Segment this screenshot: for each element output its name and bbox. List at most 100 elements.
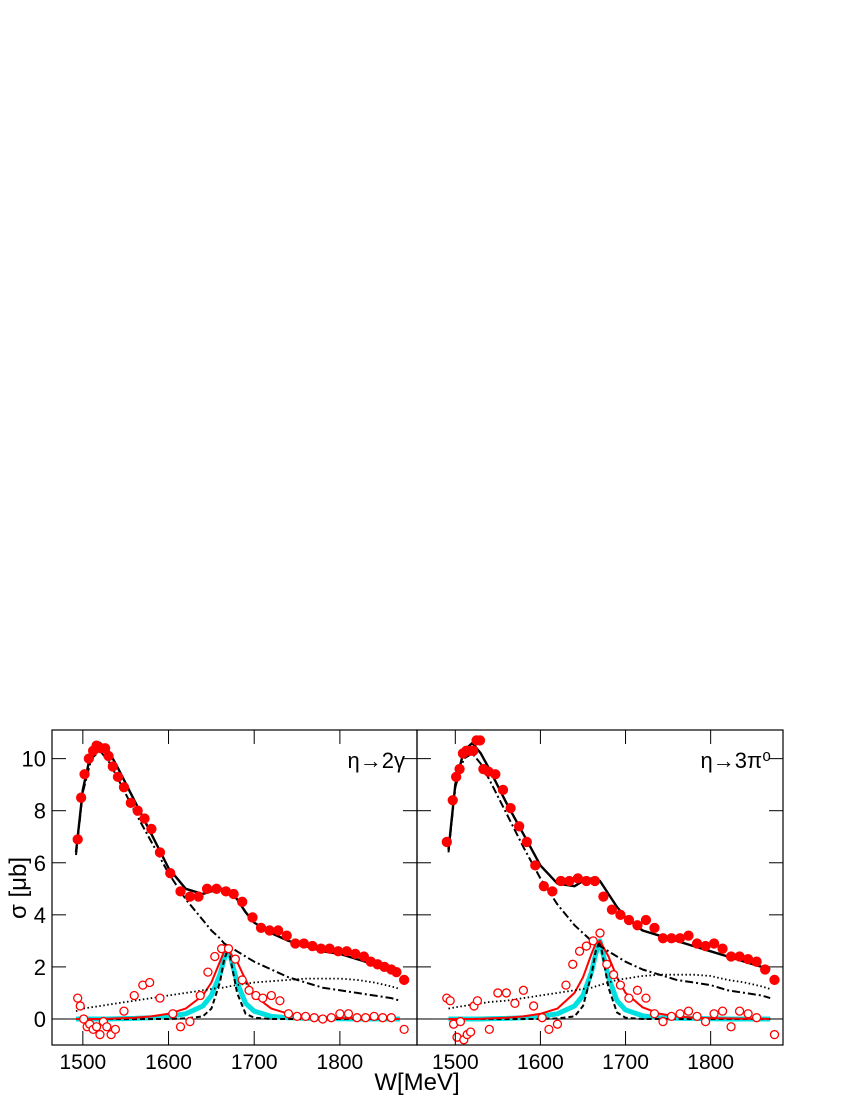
filled-point <box>118 782 130 793</box>
curve <box>448 973 771 1010</box>
open-point <box>632 985 643 995</box>
filled-point <box>454 763 465 775</box>
open-point <box>588 936 598 946</box>
filled-point <box>700 940 711 952</box>
open-point <box>75 1001 85 1011</box>
open-point <box>675 1009 685 1019</box>
y-tick-label: 4 <box>34 903 46 928</box>
open-point <box>155 993 165 1003</box>
open-point <box>528 1001 539 1011</box>
filled-point <box>72 834 83 845</box>
filled-point <box>139 813 150 824</box>
open-point <box>608 970 619 980</box>
filled-point <box>264 925 275 936</box>
x-tick-label: 1800 <box>687 1051 734 1074</box>
filled-point <box>657 933 669 944</box>
filled-point <box>184 891 196 902</box>
open-point <box>292 1011 302 1022</box>
filled-point <box>759 964 771 975</box>
open-point <box>709 1009 719 1019</box>
open-point <box>244 985 254 995</box>
filled-point <box>674 933 686 944</box>
frame <box>51 729 418 1046</box>
filled-point <box>398 974 410 986</box>
open-point <box>544 1024 554 1035</box>
open-point <box>145 977 155 988</box>
filled-point <box>521 836 532 848</box>
open-point <box>561 980 571 990</box>
filled-point <box>125 797 136 809</box>
filled-point <box>307 940 318 952</box>
open-point <box>230 954 241 964</box>
filled-point <box>581 875 592 887</box>
filled-point <box>623 914 635 926</box>
filled-point <box>547 886 558 897</box>
filled-point <box>255 922 267 934</box>
filled-point <box>333 946 344 957</box>
open-point <box>649 1009 660 1019</box>
y-tick-label: 6 <box>34 851 46 876</box>
filled-point <box>589 875 601 887</box>
filled-point <box>649 922 660 934</box>
y-axis-label: σ [μb] <box>5 857 32 919</box>
open-point <box>95 1029 105 1040</box>
filled-point <box>490 769 501 780</box>
filled-point <box>146 823 157 835</box>
open-point <box>378 1013 388 1023</box>
x-tick-label: 1500 <box>432 1051 479 1074</box>
open-point <box>237 975 247 985</box>
filled-point <box>769 974 780 986</box>
x-tick-label: 1800 <box>317 1051 364 1074</box>
open-point <box>574 946 585 956</box>
filled-point <box>281 930 292 941</box>
open-point <box>223 944 234 954</box>
open-point <box>769 1029 780 1040</box>
filled-point <box>505 802 516 814</box>
filled-point <box>615 909 626 920</box>
open-point <box>700 1016 711 1027</box>
filled-point <box>734 951 745 962</box>
open-point <box>283 1009 294 1019</box>
open-point <box>360 1013 371 1023</box>
open-point <box>641 993 651 1003</box>
x-axis-label: W[MeV] <box>374 1069 459 1096</box>
open-point <box>692 1011 702 1022</box>
filled-point <box>298 938 310 949</box>
panel <box>52 740 417 1040</box>
filled-point <box>237 896 248 907</box>
open-point <box>129 990 139 1001</box>
filled-point <box>555 875 566 887</box>
open-point <box>465 1027 476 1037</box>
y-tick-label: 2 <box>34 955 46 980</box>
open-point <box>386 1013 396 1023</box>
filled-point <box>201 883 213 894</box>
curve <box>75 977 401 1013</box>
filled-point <box>290 938 301 949</box>
open-point <box>399 1024 409 1035</box>
filled-point <box>75 792 87 803</box>
open-point <box>602 959 612 969</box>
panel <box>417 735 783 1045</box>
filled-point <box>683 930 694 941</box>
open-point <box>518 985 529 995</box>
open-point <box>743 1009 753 1019</box>
filled-point <box>247 912 258 923</box>
filled-point <box>572 873 584 884</box>
open-point <box>581 941 592 951</box>
open-point <box>369 1011 379 1022</box>
filled-point <box>324 943 335 954</box>
open-point <box>683 1006 694 1016</box>
open-point <box>258 993 268 1003</box>
open-point <box>195 990 205 1001</box>
panel-label: η→2γ <box>348 748 405 773</box>
open-point <box>666 1011 677 1022</box>
filled-point <box>273 925 284 936</box>
filled-point <box>564 875 575 887</box>
filled-point <box>107 761 118 772</box>
open-point <box>751 1013 762 1023</box>
filled-point <box>441 836 452 848</box>
open-point <box>203 967 213 977</box>
open-point <box>102 1022 112 1032</box>
filled-point <box>497 784 509 796</box>
open-point <box>734 1006 745 1016</box>
